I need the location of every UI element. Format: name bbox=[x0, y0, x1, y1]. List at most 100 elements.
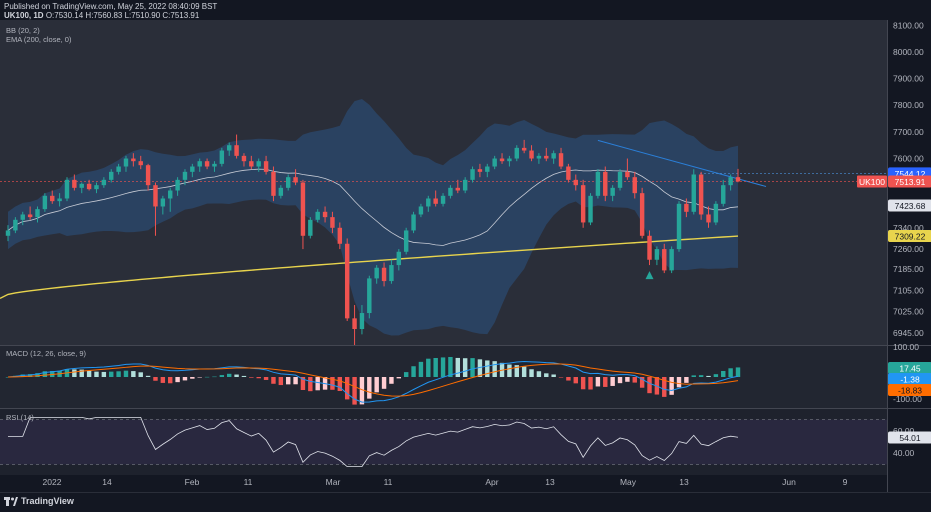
macd-histogram-bar bbox=[588, 377, 593, 390]
macd-histogram-bar bbox=[632, 377, 637, 383]
candle-body bbox=[662, 249, 667, 271]
price-axis-label: 7900.00 bbox=[893, 74, 924, 84]
macd-histogram-bar bbox=[352, 377, 357, 405]
candle-body bbox=[514, 147, 519, 159]
candle-body bbox=[27, 214, 33, 218]
macd-histogram-bar bbox=[308, 377, 313, 392]
macd-histogram-bar bbox=[249, 377, 254, 378]
macd-histogram-bar bbox=[521, 366, 527, 377]
macd-histogram-bar bbox=[86, 370, 92, 377]
candle-body bbox=[308, 219, 313, 236]
candle-body bbox=[507, 158, 512, 162]
price-axis-label: 7800.00 bbox=[893, 100, 924, 110]
macd-histogram-bar bbox=[315, 377, 320, 391]
candle-body bbox=[50, 195, 55, 202]
macd-histogram-bar bbox=[101, 371, 107, 377]
macd-histogram-bar bbox=[426, 358, 431, 377]
macd-histogram-bar bbox=[566, 377, 571, 381]
candle-body bbox=[352, 318, 357, 330]
candle-body bbox=[588, 195, 593, 223]
candle-body bbox=[344, 243, 350, 319]
candle-body bbox=[300, 182, 306, 236]
candle-body bbox=[227, 145, 232, 151]
chart-header: Published on TradingView.com, May 25, 20… bbox=[0, 0, 931, 20]
macd-histogram-bar bbox=[477, 359, 483, 377]
macd-histogram-bar bbox=[536, 371, 542, 377]
publish-info: Published on TradingView.com, May 25, 20… bbox=[4, 2, 218, 11]
rsi-indicator-label[interactable]: RSI (14) bbox=[6, 413, 34, 422]
candle-body bbox=[64, 179, 70, 199]
candle-body bbox=[485, 166, 490, 172]
rsi-tag-bg bbox=[888, 431, 931, 444]
price-axis-label: 7105.00 bbox=[893, 285, 924, 295]
last-price-tag: 7513.91 bbox=[895, 177, 926, 187]
macd-histogram-bar bbox=[507, 364, 512, 377]
macd-histogram-bar bbox=[271, 377, 276, 384]
macd-histogram-bar bbox=[462, 358, 468, 377]
candle-body bbox=[330, 217, 335, 228]
macd-histogram-bar bbox=[381, 377, 387, 389]
macd-signal-tag-bg bbox=[888, 384, 931, 396]
macd-histogram-bar bbox=[337, 377, 343, 391]
bb-indicator-label[interactable]: BB (20, 2) bbox=[6, 26, 40, 35]
candle-body bbox=[462, 179, 468, 191]
time-axis-label: 9 bbox=[843, 477, 848, 487]
macd-histogram-bar bbox=[138, 372, 143, 377]
ema-tag: 7309.22 bbox=[895, 231, 926, 241]
candle-body bbox=[293, 177, 298, 183]
macd-histogram-bar bbox=[735, 367, 741, 377]
candle-body bbox=[721, 185, 726, 204]
candle-body bbox=[654, 249, 660, 260]
candle-body bbox=[367, 278, 372, 314]
macd-histogram-bar bbox=[204, 376, 210, 378]
macd-histogram-bar bbox=[359, 377, 365, 405]
macd-histogram-bar bbox=[374, 377, 379, 393]
last-price-tag-bg bbox=[888, 175, 931, 188]
candle-body bbox=[691, 174, 696, 212]
candle-body bbox=[389, 265, 394, 282]
candle-body bbox=[35, 209, 40, 218]
macd-histogram-bar bbox=[190, 377, 195, 379]
candle-body bbox=[477, 169, 483, 172]
macd-histogram-bar bbox=[234, 374, 239, 377]
rsi-value-tag: 54.01 bbox=[899, 433, 921, 443]
macd-histogram-bar bbox=[94, 371, 99, 377]
macd-histogram-bar bbox=[418, 361, 424, 377]
bollinger-basis-line bbox=[7, 168, 739, 246]
candle-body bbox=[138, 161, 143, 166]
price-axis-label: 6945.00 bbox=[893, 328, 924, 338]
ema-tag-bg bbox=[888, 229, 931, 242]
macd-histogram-bar bbox=[485, 360, 490, 377]
candle-body bbox=[403, 230, 409, 252]
candle-body bbox=[5, 230, 11, 236]
macd-histogram-bar bbox=[197, 377, 202, 378]
symbol-tag-bg bbox=[857, 175, 887, 188]
macd-histogram-bar bbox=[728, 368, 733, 377]
macd-histogram-bar bbox=[396, 377, 402, 379]
macd-hist-tag-bg bbox=[888, 362, 931, 374]
macd-histogram-bar bbox=[145, 375, 151, 377]
tradingview-logo[interactable]: TradingView bbox=[4, 496, 74, 506]
macd-histogram-bar bbox=[263, 377, 269, 380]
time-axis-label: Feb bbox=[185, 477, 200, 487]
macd-histogram-bar bbox=[330, 377, 335, 390]
macd-histogram-bar bbox=[411, 366, 416, 377]
close-value: C:7513.91 bbox=[162, 11, 200, 20]
macd-histogram-bar bbox=[544, 373, 549, 377]
candle-body bbox=[13, 219, 18, 231]
ema-indicator-label[interactable]: EMA (200, close, 0) bbox=[6, 35, 72, 44]
macd-histogram-bar bbox=[131, 371, 136, 377]
candle-body bbox=[544, 155, 549, 159]
macd-histogram-bar bbox=[182, 377, 188, 381]
time-axis-label: 2022 bbox=[43, 477, 62, 487]
candle-body bbox=[647, 235, 652, 260]
time-axis-label: 13 bbox=[679, 477, 689, 487]
candle-body bbox=[418, 206, 424, 215]
candle-body bbox=[529, 150, 534, 159]
low-value: L:7510.90 bbox=[124, 11, 161, 20]
macd-histogram-bar bbox=[617, 377, 623, 384]
macd-indicator-label[interactable]: MACD (12, 26, close, 9) bbox=[6, 349, 87, 358]
macd-histogram-bar bbox=[212, 376, 217, 378]
macd-histogram-bar bbox=[669, 377, 674, 395]
